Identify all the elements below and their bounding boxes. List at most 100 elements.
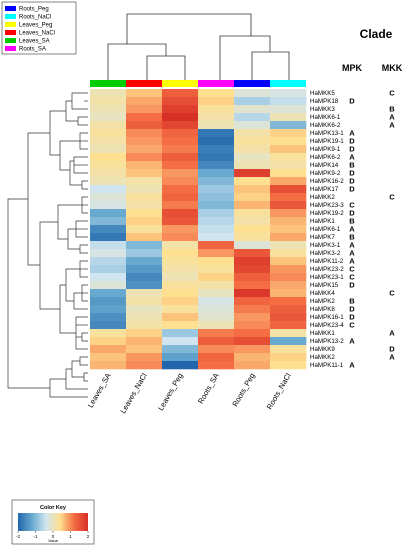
row-label: HaMKK1 — [310, 330, 335, 337]
heatmap-cell — [126, 313, 163, 322]
column-label: Roots_NaCl — [265, 371, 293, 411]
mpk-clade-letter: D — [349, 177, 355, 186]
heatmap-cell — [198, 249, 235, 258]
heatmap-cell — [126, 233, 163, 242]
mpk-clade-letter: D — [349, 209, 355, 218]
heatmap-cell — [198, 321, 235, 330]
mkk-clade-letter: A — [389, 329, 395, 338]
heatmap-cell — [198, 345, 235, 354]
heatmap-cell — [126, 113, 163, 122]
col-dendro-link — [270, 51, 290, 80]
heatmap-cell — [90, 89, 127, 98]
row-dendro-link — [77, 116, 88, 126]
heatmap-cell — [90, 265, 127, 274]
column-color-swatch — [162, 80, 198, 87]
heatmap-cell — [90, 353, 127, 362]
heatmap-cell — [270, 273, 307, 282]
heatmap-cell — [126, 137, 163, 146]
mkk-clade-letter: C — [389, 89, 395, 98]
col-dendro-link — [200, 13, 252, 36]
heatmap-cell — [90, 337, 127, 346]
heatmap-cell — [126, 161, 163, 170]
heatmap-cell — [162, 137, 199, 146]
heatmap-cell — [90, 185, 127, 194]
row-label: HaMPK16-2 — [310, 178, 344, 185]
heatmap-cell — [198, 153, 235, 162]
heatmap-cell — [126, 145, 163, 154]
heatmap-cell — [270, 241, 307, 250]
row-label: HaMKK3 — [310, 106, 335, 113]
heatmap-cell — [162, 305, 199, 314]
heatmap-cell — [198, 265, 235, 274]
heatmap-cell — [270, 265, 307, 274]
heatmap-cell — [162, 201, 199, 210]
color-key-value-label: Value — [48, 538, 59, 543]
heatmap-cell — [90, 209, 127, 218]
heatmap-cell — [90, 137, 127, 146]
heatmap-cell — [270, 313, 307, 322]
mpk-clade-letter: A — [349, 153, 355, 162]
heatmap-cell — [198, 361, 235, 370]
col-dendro-link — [147, 43, 167, 56]
heatmap-cell — [270, 145, 307, 154]
heatmap-cell — [198, 201, 235, 210]
heatmap-cell — [162, 241, 199, 250]
heatmap-cell — [198, 97, 235, 106]
legend-label: Leaves_Peg — [19, 23, 52, 29]
heatmap-cell — [270, 169, 307, 178]
row-label: HaMPK13-2 — [310, 338, 344, 345]
row-dendro-link — [65, 268, 80, 302]
mpk-clade-letter: A — [349, 257, 355, 266]
heatmap-cell — [270, 225, 307, 234]
row-label: HaMPK19-1 — [310, 138, 344, 145]
heatmap-cell — [162, 337, 199, 346]
heatmap-cell — [234, 145, 271, 154]
col-dendro-link — [146, 55, 166, 80]
mkk-clade-letter: C — [389, 193, 395, 202]
row-label: HaMPK23-4 — [310, 322, 344, 329]
heatmap-cell — [126, 105, 163, 114]
heatmap-cell — [270, 217, 307, 226]
heatmap-cell — [90, 281, 127, 290]
row-dendro-link — [57, 204, 82, 240]
heatmap-cell — [90, 145, 127, 154]
mpk-clade-letter: C — [349, 321, 355, 330]
mkk-clade-letter: A — [389, 121, 395, 130]
mkk-header: MKK — [382, 63, 403, 73]
heatmap-cell — [270, 129, 307, 138]
color-key-ticks: -2 -1 0 1 2 — [16, 531, 90, 539]
heatmap-cell — [198, 137, 235, 146]
row-dendro-link — [49, 110, 66, 156]
row-dendro-link — [27, 132, 50, 266]
heatmap-cell — [162, 209, 199, 218]
heatmap-cell — [198, 225, 235, 234]
mpk-clade-letter: B — [349, 233, 355, 242]
row-label: HaMPK14 — [310, 162, 339, 169]
heatmap-cell — [90, 161, 127, 170]
row-label: HaMPK1 — [310, 218, 335, 225]
heatmap-cell — [162, 169, 199, 178]
heatmap-cell — [126, 281, 163, 290]
mpk-clade-letter: A — [349, 129, 355, 138]
heatmap-cell — [198, 329, 235, 338]
heatmap-cell — [162, 265, 199, 274]
heatmap-cell — [162, 177, 199, 186]
color-key: Color Key -2 -1 0 1 2 Value — [11, 499, 95, 545]
heatmap-cell — [90, 273, 127, 282]
sample-legend: Roots_Peg Roots_NaCl Leaves_Peg Leaves_NaCl… — [1, 1, 77, 55]
heatmap-cell — [270, 305, 307, 314]
row-dendro-link — [65, 368, 88, 390]
heatmap-cell — [270, 161, 307, 170]
row-label: HaMPK6-1 — [310, 226, 341, 233]
heatmap-cell — [162, 145, 199, 154]
row-label: HaMKK6-1 — [310, 114, 341, 121]
row-label: HaMPK13-1 — [310, 130, 344, 137]
row-label: HaMKK6-2 — [310, 122, 341, 129]
heatmap-cell — [234, 161, 271, 170]
heatmap-cell — [234, 281, 271, 290]
heatmap-cell — [126, 345, 163, 354]
mpk-clade-letter: C — [349, 273, 355, 282]
